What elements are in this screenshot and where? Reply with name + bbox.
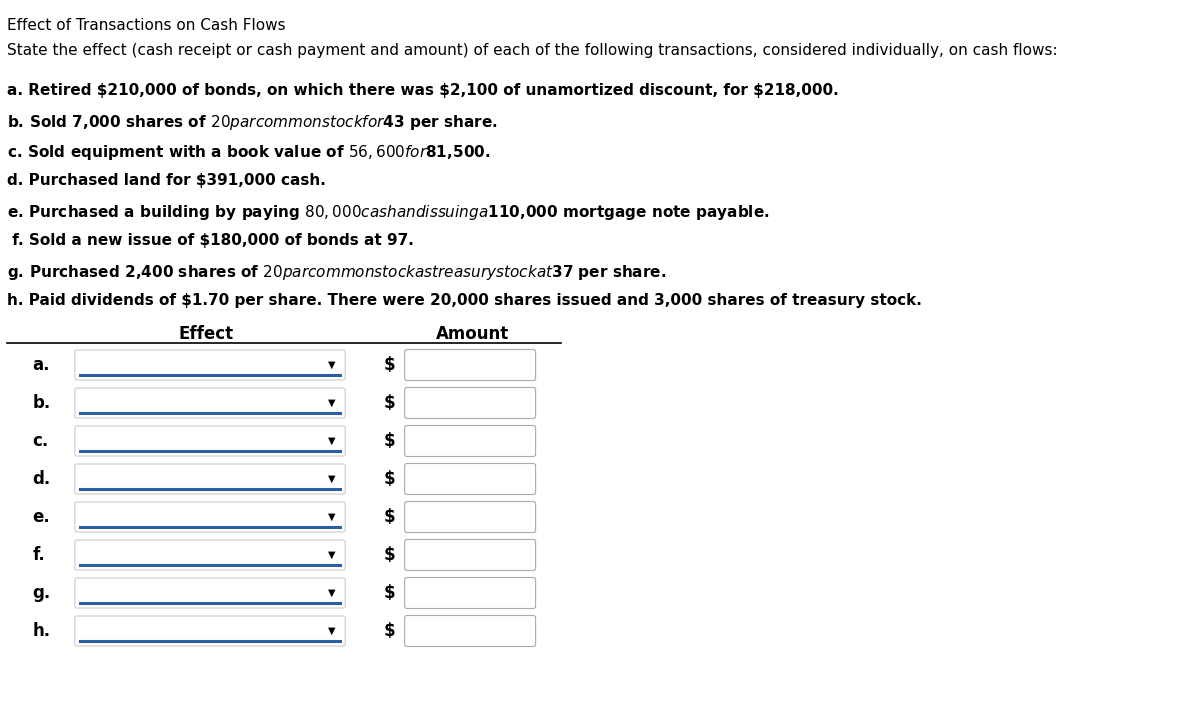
Text: c. Sold equipment with a book value of $56,600 for $81,500.: c. Sold equipment with a book value of $…: [7, 143, 491, 162]
FancyBboxPatch shape: [74, 464, 346, 494]
FancyBboxPatch shape: [74, 540, 346, 570]
FancyBboxPatch shape: [404, 501, 535, 532]
FancyBboxPatch shape: [404, 387, 535, 418]
Text: ▼: ▼: [329, 474, 336, 484]
Text: a. Retired $210,000 of bonds, on which there was $2,100 of unamortized discount,: a. Retired $210,000 of bonds, on which t…: [7, 83, 839, 98]
FancyBboxPatch shape: [404, 539, 535, 571]
FancyBboxPatch shape: [404, 425, 535, 456]
Text: ▼: ▼: [329, 398, 336, 408]
Text: $: $: [384, 584, 396, 602]
Text: h. Paid dividends of $1.70 per share. There were 20,000 shares issued and 3,000 : h. Paid dividends of $1.70 per share. Th…: [7, 293, 923, 308]
Text: ▼: ▼: [329, 550, 336, 560]
FancyBboxPatch shape: [74, 616, 346, 646]
FancyBboxPatch shape: [74, 578, 346, 608]
Text: b.: b.: [32, 394, 50, 412]
Text: $: $: [384, 394, 396, 412]
FancyBboxPatch shape: [404, 577, 535, 609]
FancyBboxPatch shape: [404, 349, 535, 380]
Text: f.: f.: [32, 546, 46, 564]
FancyBboxPatch shape: [74, 426, 346, 456]
Text: ▼: ▼: [329, 588, 336, 598]
Text: State the effect (cash receipt or cash payment and amount) of each of the follow: State the effect (cash receipt or cash p…: [7, 43, 1058, 58]
Text: d.: d.: [32, 470, 50, 488]
Text: Amount: Amount: [436, 325, 509, 343]
Text: h.: h.: [32, 622, 50, 640]
Text: d. Purchased land for $391,000 cash.: d. Purchased land for $391,000 cash.: [7, 173, 326, 188]
FancyBboxPatch shape: [404, 616, 535, 647]
Text: ▼: ▼: [329, 436, 336, 446]
FancyBboxPatch shape: [74, 502, 346, 532]
Text: c.: c.: [32, 432, 49, 450]
Text: Effect of Transactions on Cash Flows: Effect of Transactions on Cash Flows: [7, 18, 286, 33]
FancyBboxPatch shape: [74, 350, 346, 380]
FancyBboxPatch shape: [74, 388, 346, 418]
Text: $: $: [384, 470, 396, 488]
Text: e.: e.: [32, 508, 50, 526]
Text: e. Purchased a building by paying $80,000 cash and issuing a $110,000 mortgage n: e. Purchased a building by paying $80,00…: [7, 203, 770, 222]
Text: $: $: [384, 622, 396, 640]
Text: ▼: ▼: [329, 512, 336, 522]
Text: b. Sold 7,000 shares of $20 par common stock for $43 per share.: b. Sold 7,000 shares of $20 par common s…: [7, 113, 498, 132]
Text: ▼: ▼: [329, 360, 336, 370]
Text: $: $: [384, 432, 396, 450]
Text: a.: a.: [32, 356, 50, 374]
Text: Effect: Effect: [179, 325, 233, 343]
Text: $: $: [384, 546, 396, 564]
Text: ▼: ▼: [329, 626, 336, 636]
Text: g. Purchased 2,400 shares of $20 par common stock as treasury stock at $37 per s: g. Purchased 2,400 shares of $20 par com…: [7, 263, 667, 282]
Text: $: $: [384, 356, 396, 374]
Text: $: $: [384, 508, 396, 526]
Text: f. Sold a new issue of $180,000 of bonds at 97.: f. Sold a new issue of $180,000 of bonds…: [7, 233, 414, 248]
Text: g.: g.: [32, 584, 50, 602]
FancyBboxPatch shape: [404, 463, 535, 494]
